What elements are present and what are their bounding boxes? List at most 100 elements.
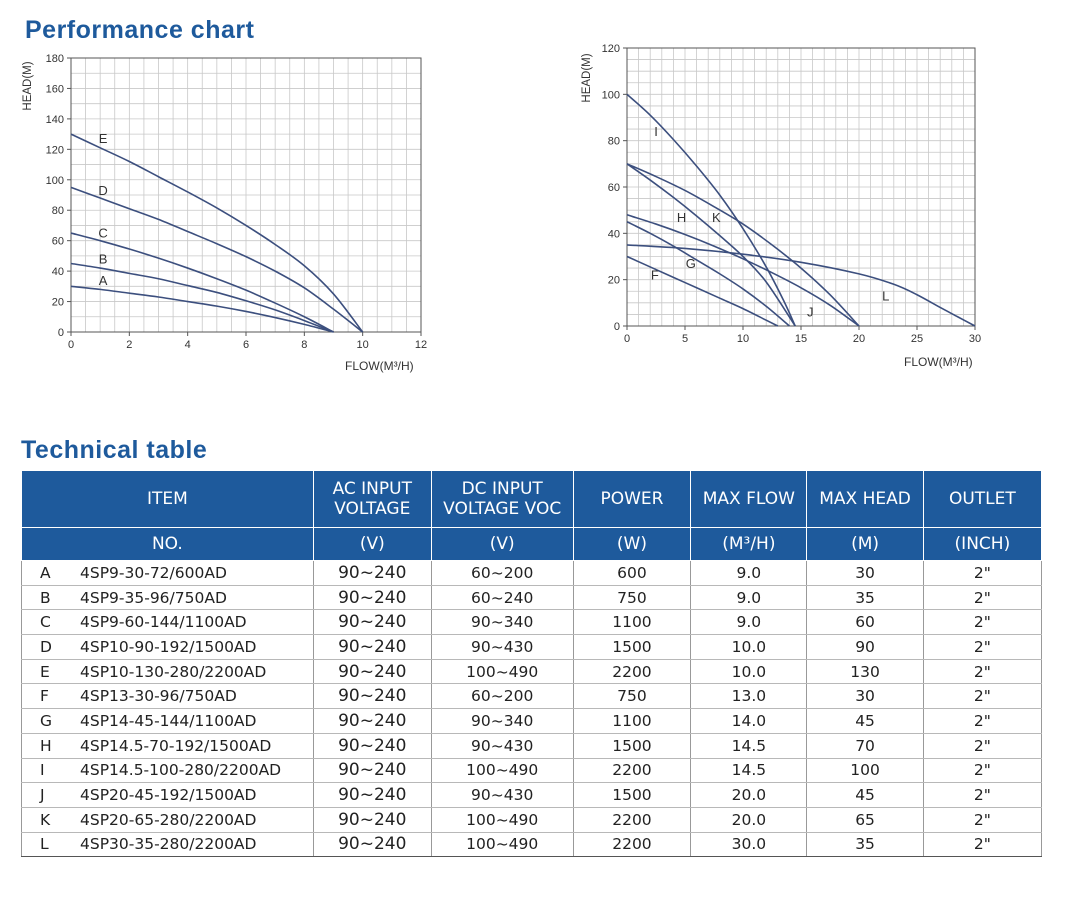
- y-tick-label: 60: [52, 236, 64, 248]
- dc-voltage-cell: 60~200: [430, 683, 574, 710]
- dc-voltage-cell: 60~200: [430, 560, 574, 586]
- item-letter: J: [40, 786, 45, 805]
- unit-cell: (W): [572, 527, 692, 561]
- header-cell: MAX FLOW: [690, 470, 808, 528]
- y-tick-label: 0: [58, 327, 64, 339]
- item-no-cell: J 4SP20-45-192/1500AD: [21, 782, 314, 808]
- curve-label-i: I: [654, 124, 658, 139]
- ac-voltage-cell: 90~240: [312, 832, 432, 858]
- max-flow-cell: 9.0: [690, 585, 808, 611]
- y-tick-label: 0: [614, 321, 620, 333]
- max-head-cell: 30: [806, 560, 924, 586]
- y-tick-label: 20: [52, 297, 64, 309]
- max-flow-cell: 13.0: [690, 683, 808, 710]
- ac-voltage-cell: 90~240: [312, 782, 432, 808]
- table-row: E 4SP10-130-280/2200AD 90~240 100~490 2200 10…: [21, 659, 1043, 685]
- outlet-cell: 2": [922, 634, 1043, 660]
- max-head-cell: 60: [806, 609, 924, 636]
- outlet-cell: 2": [922, 708, 1043, 734]
- outlet-cell: 2": [922, 683, 1043, 710]
- curve-label-c: C: [98, 226, 107, 241]
- y-tick-label: 100: [602, 89, 620, 101]
- x-tick-label: 10: [357, 339, 369, 351]
- performance-chart-left: 0 2 4 6 8 10 12020406080100120140160180HEAD(M)…: [22, 53, 427, 373]
- performance-chart-title: Performance chart: [25, 16, 255, 44]
- max-flow-cell: 10.0: [690, 634, 808, 660]
- table-row: L 4SP30-35-280/2200AD 90~240 100~490 2200 30.…: [21, 832, 1043, 858]
- item-model: 4SP20-45-192/1500AD: [80, 786, 257, 805]
- max-head-cell: 35: [806, 585, 924, 611]
- dc-voltage-cell: 90~340: [430, 708, 574, 734]
- y-tick-label: 80: [608, 136, 620, 148]
- item-no-cell: H 4SP14.5-70-192/1500AD: [21, 733, 314, 759]
- ac-voltage-cell: 90~240: [312, 634, 432, 660]
- curve-g: [626, 221, 790, 327]
- max-flow-cell: 14.5: [690, 758, 808, 784]
- item-model: 4SP9-30-72/600AD: [80, 563, 227, 582]
- dc-voltage-cell: 90~430: [430, 733, 574, 759]
- curve-label-l: L: [882, 289, 889, 304]
- technical-table-title: Technical table: [21, 436, 208, 464]
- x-tick-label: 5: [682, 333, 688, 345]
- curve-a: [70, 285, 334, 333]
- x-tick-label: 6: [243, 339, 249, 351]
- max-flow-cell: 9.0: [690, 609, 808, 636]
- y-tick-label: 100: [46, 175, 64, 187]
- curve-l: [626, 244, 976, 327]
- y-tick-label: 140: [46, 114, 64, 126]
- dc-voltage-cell: 100~490: [430, 659, 574, 685]
- power-cell: 1500: [572, 634, 692, 660]
- max-head-cell: 35: [806, 832, 924, 858]
- ac-voltage-cell: 90~240: [312, 585, 432, 611]
- curve-f: [626, 255, 779, 327]
- item-letter: I: [40, 761, 45, 780]
- y-axis-label: HEAD(M): [22, 61, 34, 110]
- item-letter: F: [40, 687, 49, 706]
- dc-voltage-cell: 100~490: [430, 758, 574, 784]
- performance-chart-right: 0 5 10 15 20 25 30 0 20 40 60 80 100 120 HEAD(M) FLOW(M…: [581, 43, 981, 369]
- item-model: 4SP13-30-96/750AD: [80, 687, 237, 706]
- item-model: 4SP20-65-280/2200AD: [80, 810, 257, 829]
- x-axis-label: FLOW(M³/H): [904, 355, 973, 369]
- curve-h: [626, 163, 796, 327]
- table-row: A 4SP9-30-72/600AD 90~240 60~200 600 9.0 30 2": [21, 560, 1043, 586]
- outlet-cell: 2": [922, 609, 1043, 636]
- item-letter: C: [40, 613, 51, 632]
- item-no-cell: F 4SP13-30-96/750AD: [21, 683, 314, 710]
- item-letter: H: [40, 736, 52, 755]
- dc-voltage-cell: 100~490: [430, 832, 574, 858]
- item-no-cell: E 4SP10-130-280/2200AD: [21, 659, 314, 685]
- item-no-cell: L 4SP30-35-280/2200AD: [21, 832, 314, 858]
- unit-cell: (M): [806, 527, 924, 561]
- header-cell: POWER: [572, 470, 692, 528]
- curve-j: [626, 214, 860, 327]
- x-tick-label: 30: [969, 333, 981, 345]
- ac-voltage-cell: 90~240: [312, 560, 432, 586]
- curve-b: [70, 262, 334, 333]
- unit-cell: (V): [430, 527, 574, 561]
- curve-label-h: H: [677, 210, 686, 225]
- max-head-cell: 30: [806, 683, 924, 710]
- header-cell: ITEM: [21, 470, 314, 528]
- outlet-cell: 2": [922, 733, 1043, 759]
- y-tick-label: 40: [52, 266, 64, 278]
- max-head-cell: 45: [806, 782, 924, 808]
- table-row: K 4SP20-65-280/2200AD 90~240 100~490 2200 20.…: [21, 807, 1043, 833]
- item-no-cell: G 4SP14-45-144/1100AD: [21, 708, 314, 734]
- power-cell: 1100: [572, 609, 692, 636]
- item-no-cell: B 4SP9-35-96/750AD: [21, 585, 314, 611]
- y-tick-label: 120: [46, 144, 64, 156]
- curve-k: [626, 163, 860, 327]
- table-row: D 4SP10-90-192/1500AD 90~240 90~430 1500 10.0…: [21, 634, 1043, 660]
- item-letter: D: [40, 637, 52, 656]
- table-row: F 4SP13-30-96/750AD 90~240 60~200 750 13.0 30 2…: [21, 683, 1043, 710]
- item-no-cell: K 4SP20-65-280/2200AD: [21, 807, 314, 833]
- item-model: 4SP10-90-192/1500AD: [80, 637, 257, 656]
- max-flow-cell: 9.0: [690, 560, 808, 586]
- max-head-cell: 70: [806, 733, 924, 759]
- technical-table: ITEM AC INPUT VOLTAGE DC INPUT VOLTAGE VOC…: [21, 470, 1043, 858]
- table-row: C 4SP9-60-144/1100AD 90~240 90~340 1100 9.0 60…: [21, 609, 1043, 636]
- power-cell: 2200: [572, 659, 692, 685]
- max-head-cell: 90: [806, 634, 924, 660]
- power-cell: 2200: [572, 758, 692, 784]
